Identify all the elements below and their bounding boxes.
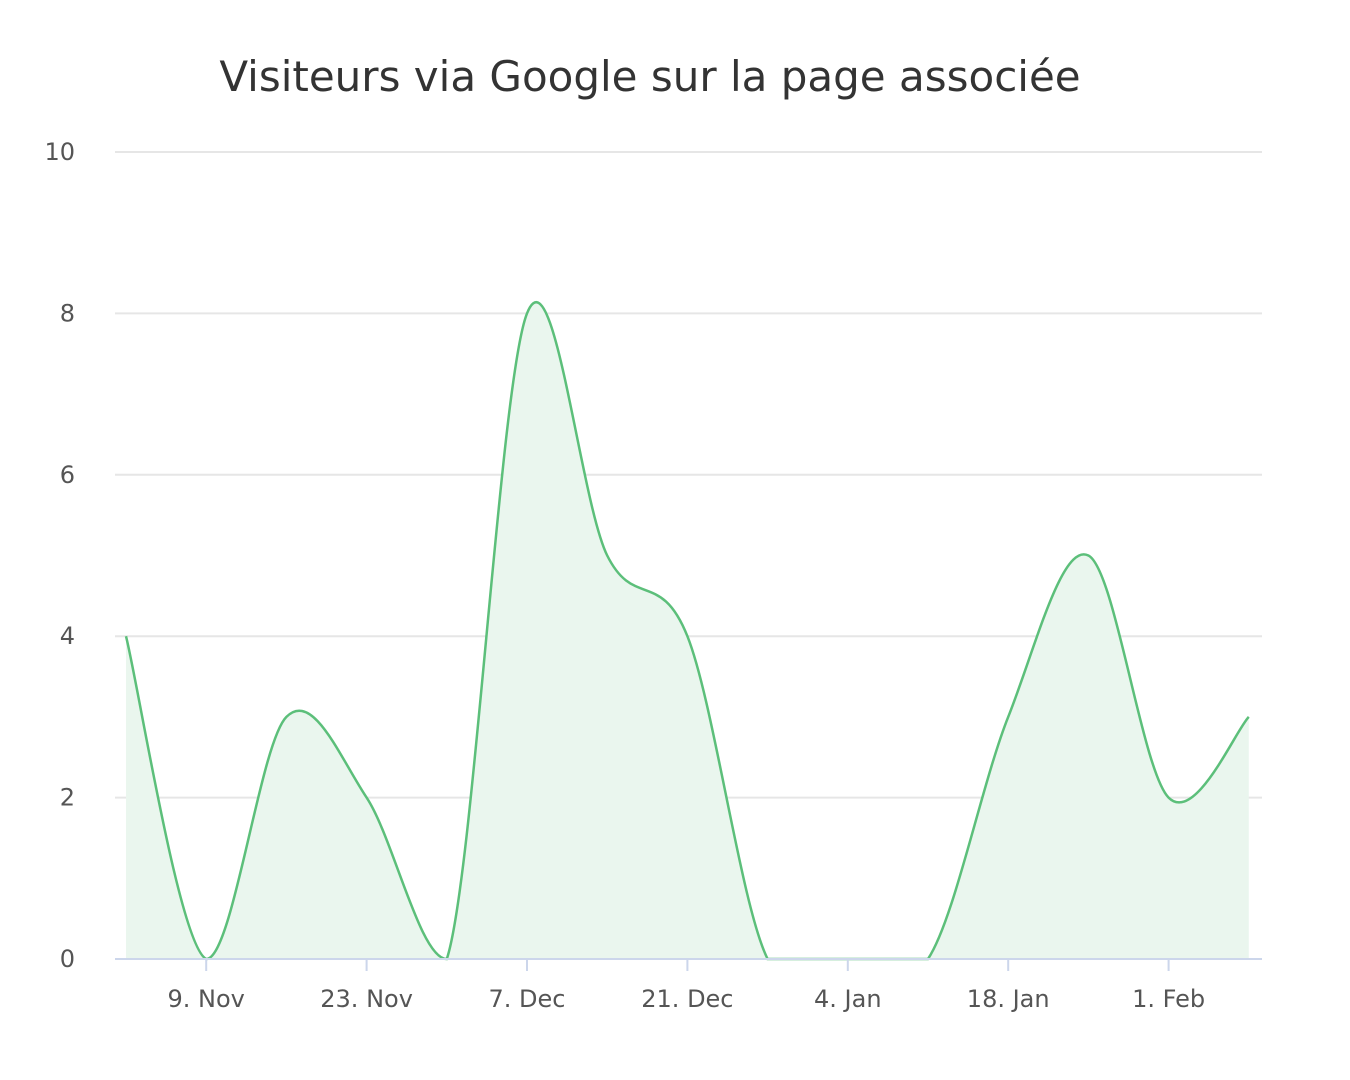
data-point[interactable]	[363, 794, 371, 802]
x-tick-label: 21. Dec	[641, 985, 733, 1013]
y-tick-label: 0	[60, 945, 75, 973]
y-tick-label: 10	[44, 138, 75, 166]
data-point[interactable]	[523, 309, 531, 317]
x-tick-label: 23. Nov	[320, 985, 413, 1013]
y-tick-label: 6	[60, 461, 75, 489]
data-point[interactable]	[122, 632, 130, 640]
x-tick-label: 4. Jan	[814, 985, 882, 1013]
x-tick-label: 7. Dec	[489, 985, 566, 1013]
data-point[interactable]	[1004, 713, 1012, 721]
axes	[115, 958, 1262, 971]
data-point[interactable]	[683, 632, 691, 640]
x-tick-label: 18. Jan	[967, 985, 1050, 1013]
data-point[interactable]	[1245, 713, 1253, 721]
x-tick-label: 9. Nov	[168, 985, 245, 1013]
chart-title: Visiteurs via Google sur la page associé…	[219, 52, 1081, 101]
y-tick-label: 8	[60, 299, 75, 327]
data-point[interactable]	[1165, 794, 1173, 802]
series-area-fill	[126, 302, 1249, 960]
x-tick-label: 1. Feb	[1132, 985, 1205, 1013]
data-point[interactable]	[282, 713, 290, 721]
series-layer	[122, 301, 1253, 961]
y-tick-label: 2	[60, 784, 75, 812]
tick-labels: 0 2 4 6 8 10 9. Nov 23. Nov 7. Dec 21. Dec 4. Jan 1…	[44, 138, 1205, 1013]
y-tick-label: 4	[60, 622, 75, 650]
series-line	[124, 301, 1250, 961]
data-point[interactable]	[1084, 552, 1092, 560]
data-point[interactable]	[603, 552, 611, 560]
